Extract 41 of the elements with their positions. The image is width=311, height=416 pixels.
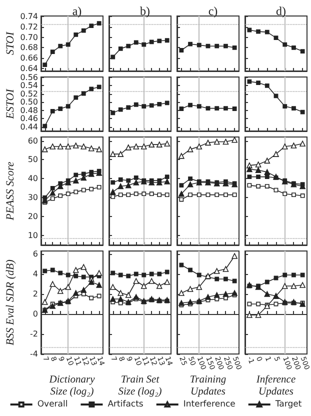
y-tick-label: 40	[28, 174, 38, 184]
y-tick-label: 0.44	[20, 122, 38, 132]
y-tick-label: 60	[28, 136, 38, 146]
x-axis-title: Training Updates	[190, 374, 226, 398]
legend-label: Artifacts	[108, 400, 144, 410]
y-tick-label: 30	[28, 193, 38, 202]
y-tick-label: 0.54	[20, 81, 38, 90]
legend-label: Overall	[37, 400, 68, 410]
y-tick-label: 0.52	[20, 89, 38, 98]
y-tick-label: 10	[28, 231, 38, 240]
y-tick-label: 0.48	[20, 106, 38, 115]
y-axis-title: BSS Eval SDR (dB)	[4, 259, 16, 346]
y-tick-label: -4	[30, 350, 38, 358]
y-tick-label: 0	[32, 310, 38, 318]
y-tick-label: 6	[32, 250, 38, 258]
y-axis-title: ESTOI	[4, 88, 16, 120]
y-tick-label: 0.64	[20, 64, 38, 73]
legend-label: Interference	[183, 400, 236, 410]
y-tick-label: 0.66	[20, 54, 38, 63]
y-tick-label: 0.68	[20, 43, 38, 52]
y-tick-label: 50	[28, 155, 38, 164]
y-tick-label: 0.72	[20, 22, 38, 32]
y-tick-label: 0.70	[20, 32, 38, 42]
y-tick-label: 0.46	[20, 114, 38, 124]
y-axis-title: STOI	[4, 30, 16, 56]
x-axis-title: Inference Updates	[255, 374, 296, 398]
y-tick-label: -2	[30, 330, 38, 338]
y-axis-title: PEASS Score	[4, 162, 16, 222]
chart-title: a)	[72, 4, 82, 18]
y-tick-label: 4	[32, 270, 38, 278]
y-tick-label: 0.74	[20, 12, 38, 22]
legend-label: Target	[274, 400, 302, 410]
chart-title: b)	[140, 4, 150, 18]
y-tick-label: 20	[28, 212, 38, 222]
y-tick-label: 0.56	[20, 72, 38, 82]
x-axis-title: Dictionary Size (log₂)	[48, 374, 96, 398]
chart-title: d)	[276, 4, 286, 18]
chart-title: c)	[208, 4, 218, 18]
y-tick-label: 0.50	[20, 98, 38, 107]
y-tick-label: 2	[32, 290, 38, 298]
x-axis-title: Train Set Size (log₂)	[118, 374, 162, 398]
